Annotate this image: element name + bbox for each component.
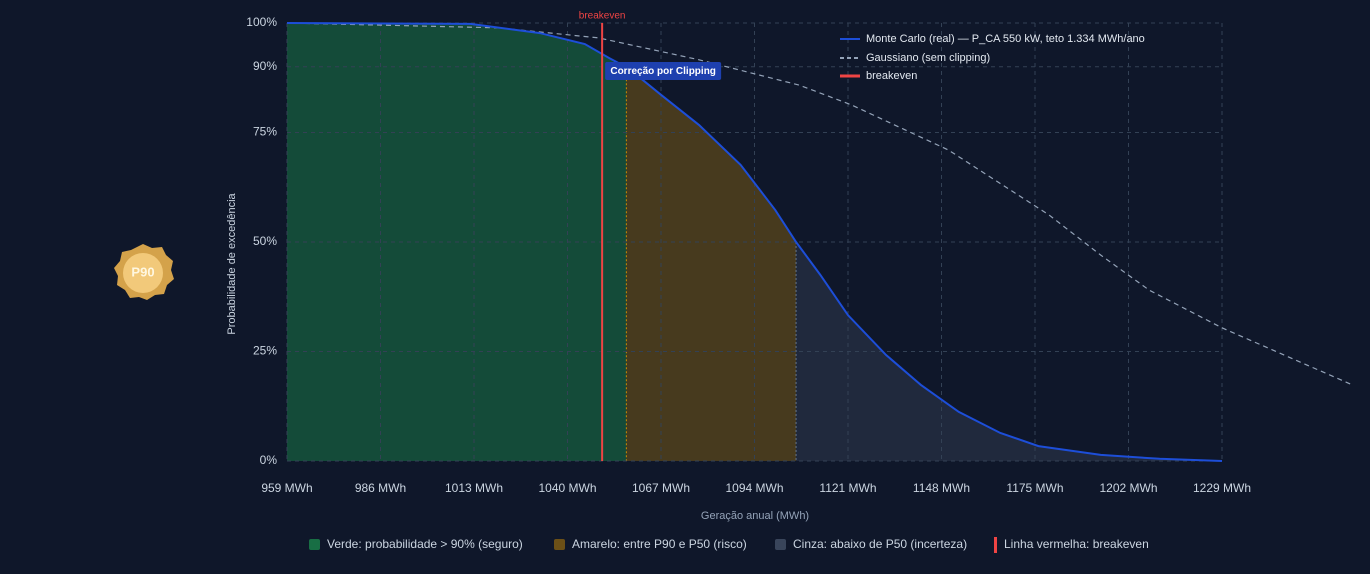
x-tick-label: 1148 MWh — [913, 481, 970, 495]
x-tick-label: 1229 MWh — [1193, 481, 1251, 495]
zone — [626, 67, 797, 461]
zone-legend-label: Verde: probabilidade > 90% (seguro) — [327, 537, 523, 551]
x-axis-label: Geração anual (MWh) — [701, 510, 809, 522]
badge: P90 — [114, 244, 174, 300]
zone-legend-swatch — [775, 539, 786, 550]
legend-label: Gaussiano (sem clipping) — [866, 52, 990, 64]
y-tick-label: 100% — [246, 15, 277, 29]
y-tick-label: 90% — [253, 59, 277, 73]
legend-label: breakeven — [866, 70, 917, 82]
x-tick-label: 1175 MWh — [1006, 481, 1063, 495]
plot: 0% 25% 50% 75% 90% 100% 959 MWh 986 MWh 1013 MWh… — [246, 11, 1351, 553]
x-tick-label: 959 MWh — [261, 481, 312, 495]
zone-legend-label: Cinza: abaixo de P50 (incerteza) — [793, 537, 967, 551]
legend-label: Monte Carlo (real) — P_CA 550 kW, teto 1… — [866, 33, 1145, 45]
y-tick-label: 25% — [253, 344, 277, 358]
zone — [796, 242, 1222, 461]
y-tick-label: 0% — [260, 453, 278, 467]
x-tick-label: 1040 MWh — [538, 481, 596, 495]
x-tick-label: 1013 MWh — [445, 481, 503, 495]
breakeven-legend-swatch — [994, 537, 997, 553]
y-axis-label: Probabilidade de excedência — [226, 192, 238, 334]
zone-legend-label: Amarelo: entre P90 e P50 (risco) — [572, 537, 747, 551]
y-tick-label: 75% — [253, 125, 277, 139]
annotation-text: Correção por Clipping — [610, 66, 716, 77]
x-tick-label: 1121 MWh — [819, 481, 876, 495]
zone-legend-swatch — [554, 539, 565, 550]
zone-legend-swatch — [309, 539, 320, 550]
x-tick-label: 986 MWh — [355, 481, 406, 495]
x-tick-label: 1094 MWh — [725, 481, 783, 495]
badge-core — [123, 253, 163, 293]
x-tick-label: 1202 MWh — [1099, 481, 1157, 495]
x-tick-label: 1067 MWh — [632, 481, 690, 495]
series-line — [286, 22, 1223, 462]
breakeven-legend-label: Linha vermelha: breakeven — [1004, 537, 1149, 551]
annotation-box — [605, 62, 722, 80]
series-line — [286, 22, 1351, 385]
y-tick-label: 50% — [253, 234, 277, 248]
badge-text: P90 — [131, 264, 154, 279]
breakeven-label: breakeven — [579, 11, 626, 22]
